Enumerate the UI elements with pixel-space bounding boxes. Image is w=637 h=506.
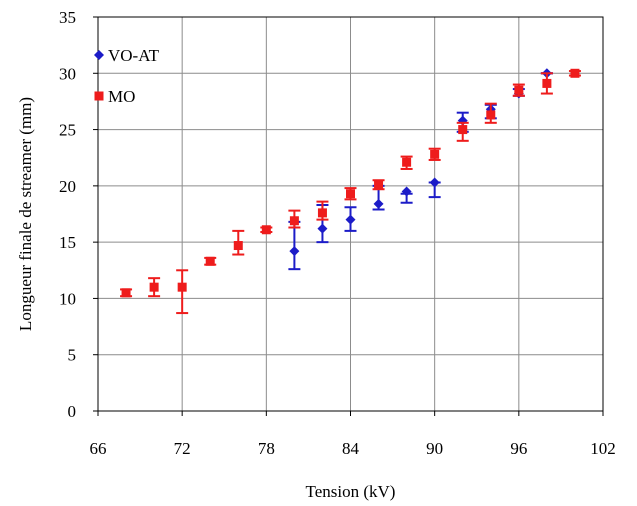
series-vo-at — [288, 68, 553, 271]
data-point-square — [121, 288, 131, 298]
data-point-diamond — [429, 177, 440, 188]
data-point-square — [317, 208, 327, 218]
data-point-square — [289, 216, 299, 226]
data-point-diamond — [317, 223, 328, 234]
y-tick-label: 15 — [59, 233, 76, 252]
x-tick-label: 84 — [342, 439, 360, 458]
y-tick-label: 0 — [68, 402, 77, 421]
y-tick-label: 30 — [59, 64, 76, 83]
data-point-square — [486, 110, 496, 120]
legend-label-vo-at: VO-AT — [108, 46, 160, 65]
data-point-square — [458, 125, 468, 135]
x-tick-label: 66 — [90, 439, 107, 458]
data-point-square — [149, 282, 159, 292]
y-tick-label: 20 — [59, 177, 76, 196]
x-tick-label: 78 — [258, 439, 275, 458]
data-point-diamond — [373, 198, 384, 209]
x-tick-label: 96 — [510, 439, 527, 458]
data-point-square — [542, 78, 552, 88]
error-bar — [288, 220, 301, 271]
data-point-square — [233, 241, 243, 251]
legend-label-mo: MO — [108, 87, 135, 106]
data-point-square — [374, 180, 384, 190]
y-axis-title: Longueur finale de streamer (mm) — [16, 97, 35, 331]
data-point-diamond — [345, 214, 356, 225]
x-axis-title: Tension (kV) — [306, 482, 396, 501]
data-point-square — [346, 189, 355, 199]
data-point-square — [177, 282, 187, 292]
y-axis-ticks: 0 5 10 15 20 25 30 35 — [59, 8, 98, 421]
data-point-square — [261, 225, 271, 235]
series-mo — [120, 68, 581, 315]
data-point-square — [430, 149, 440, 159]
data-point-square — [205, 256, 215, 266]
x-tick-label: 72 — [174, 439, 191, 458]
error-bar — [176, 269, 189, 315]
legend-item-mo: MO — [94, 87, 135, 106]
data-point-diamond — [401, 186, 412, 197]
legend: VO-AT MO — [94, 46, 160, 106]
legend-marker-square — [94, 91, 104, 101]
y-tick-label: 25 — [59, 121, 76, 140]
x-tick-label: 90 — [426, 439, 443, 458]
data-point-square — [402, 157, 412, 167]
data-point-square — [514, 85, 524, 95]
x-axis-ticks: 66 72 78 84 90 96 102 — [90, 411, 616, 458]
series-layer — [120, 68, 581, 315]
y-tick-label: 5 — [68, 346, 77, 365]
data-point-diamond — [289, 246, 300, 257]
data-point-square — [570, 68, 580, 78]
x-tick-label: 102 — [590, 439, 616, 458]
y-tick-label: 10 — [59, 289, 76, 308]
legend-item-vo-at: VO-AT — [94, 46, 160, 65]
y-tick-label: 35 — [59, 8, 76, 27]
legend-marker-diamond — [94, 50, 104, 60]
